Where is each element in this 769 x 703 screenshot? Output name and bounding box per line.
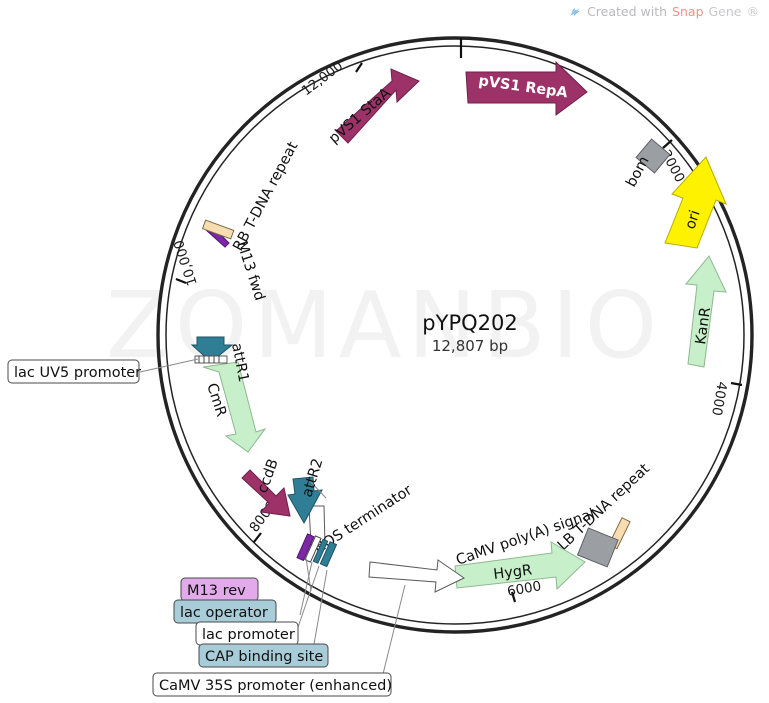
plasmid-size: 12,807 bp — [432, 337, 508, 355]
callout-m13-rev[interactable]: M13 rev — [180, 577, 259, 602]
feature-label: NOS terminator — [311, 482, 415, 557]
feature-label: RB T-DNA repeat — [230, 139, 301, 254]
callout-camv-35s-promoter[interactable]: CaMV 35S promoter (enhanced) — [152, 672, 392, 697]
feature-lac-uv5-promoter[interactable] — [194, 355, 228, 364]
snapgene-logo-icon — [570, 7, 580, 16]
feature-cmr[interactable]: CmR — [202, 361, 267, 453]
credit-prefix: Created with — [587, 4, 668, 19]
ruler-tick-6000: 6000 — [506, 578, 543, 603]
credit-trademark: ® — [746, 4, 760, 19]
feature-kanr[interactable]: KanR — [685, 255, 727, 368]
callout-label: CaMV 35S promoter (enhanced) — [159, 678, 392, 694]
feature-pvs1-repa[interactable]: pVS1 RepA — [465, 60, 588, 116]
callout-leader-lines — [139, 358, 406, 679]
feature-pvs1-staa[interactable]: pVS1 StaA — [326, 68, 420, 147]
snapgene-credit: Created with Snap Gene ® — [568, 4, 759, 19]
feature-ccdb[interactable]: ccdB — [241, 457, 291, 517]
callout-cap-binding-site[interactable]: CAP binding site — [198, 643, 329, 668]
credit-brand-gene: Gene — [708, 4, 742, 19]
ruler-tick-4000: 4000 — [708, 380, 743, 417]
feature-label: KanR — [693, 306, 714, 345]
feature-cluster-lac-region[interactable] — [296, 533, 338, 568]
feature-hygr[interactable]: HygR — [454, 541, 586, 591]
feature-label: ccdB — [255, 457, 282, 495]
plasmid-backbone-inner-ring — [165, 45, 745, 625]
ruler-tick-label: 4000 — [708, 380, 730, 417]
callout-lac-promoter[interactable]: lac promoter — [195, 621, 299, 646]
plasmid-backbone-outer-ring — [156, 36, 754, 634]
feature-camv-35s-promoter[interactable] — [368, 559, 465, 593]
feature-label: attR1 — [228, 342, 251, 384]
feature-ori[interactable]: ori — [664, 156, 727, 249]
callout-label: CAP binding site — [205, 649, 323, 665]
callout-label: lac promoter — [202, 627, 295, 643]
callout-label: lac UV5 promoter — [14, 365, 141, 381]
callout-label: M13 rev — [187, 583, 246, 599]
feature-label: HygR — [493, 562, 533, 583]
plasmid-name: pYPQ202 — [422, 311, 517, 335]
callout-lac-operator[interactable]: lac operator — [173, 599, 277, 624]
feature-label: pVS1 StaA — [326, 85, 394, 147]
ruler-tick-label: 6000 — [506, 578, 543, 600]
feature-label: bom — [623, 154, 652, 190]
callout-lac-uv5-promoter[interactable]: lac UV5 promoter — [7, 359, 141, 384]
callout-label: lac operator — [180, 605, 268, 621]
feature-label: ori — [683, 208, 704, 231]
credit-brand-snap: Snap — [672, 4, 704, 19]
feature-attr1[interactable]: attR1 — [190, 336, 251, 384]
